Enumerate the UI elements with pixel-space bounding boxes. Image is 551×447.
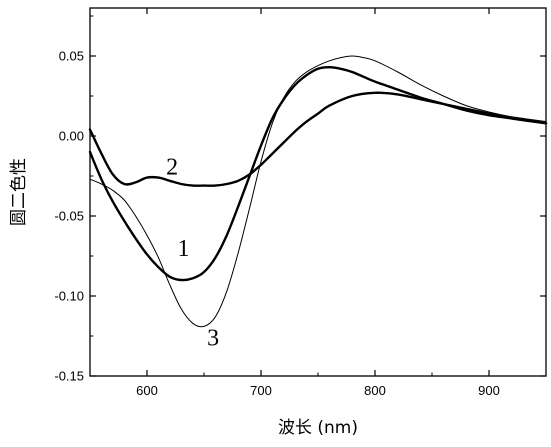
series-label-1: 1: [177, 236, 189, 262]
x-tick-label: 700: [250, 383, 272, 398]
y-tick-label: -0.15: [54, 369, 84, 384]
series-line-1: [90, 67, 546, 280]
y-tick-label: -0.05: [54, 209, 84, 224]
y-tick-label: -0.10: [54, 289, 84, 304]
y-tick-label: 0.05: [59, 49, 84, 64]
x-axis-ticks: 600 700 800 900: [90, 8, 546, 398]
x-tick-label: 800: [364, 383, 386, 398]
y-axis-title: 圆二色性: [9, 158, 29, 226]
plot-area-frame: [90, 8, 546, 376]
y-axis-ticks: 0.05 0.00 -0.05 -0.10 -0.15: [54, 16, 546, 384]
x-tick-label: 900: [478, 383, 500, 398]
y-tick-label: 0.00: [59, 129, 84, 144]
series-line-2: [90, 93, 546, 186]
series-label-2: 2: [166, 154, 178, 180]
series-lines: [90, 56, 546, 327]
series-label-3: 3: [207, 326, 219, 352]
series-line-3: [90, 56, 546, 327]
x-axis-title: 波长 (nm): [278, 418, 358, 438]
x-tick-label: 600: [136, 383, 158, 398]
